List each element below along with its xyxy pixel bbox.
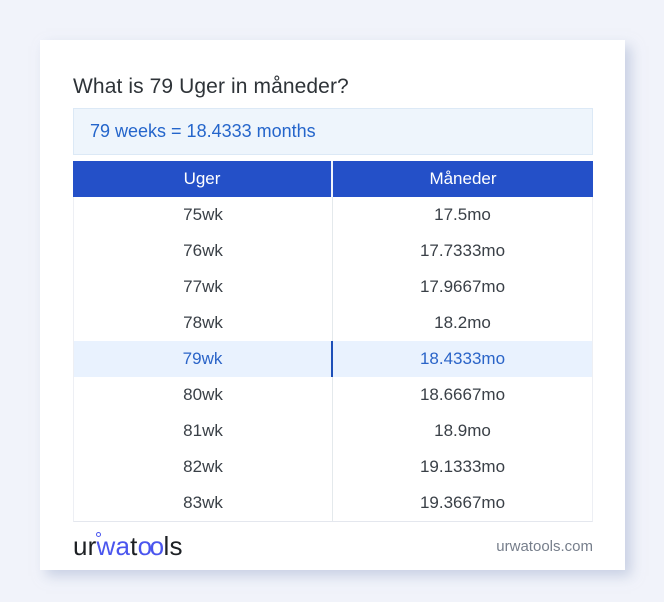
table-body: 75wk 17.5mo 76wk 17.7333mo 77wk 17.9667mo 78wk… [74, 197, 592, 521]
logo-segment-dark: ur [73, 531, 97, 561]
weeks-cell: 77wk [74, 269, 333, 305]
table-row: 82wk 19.1333mo [74, 449, 592, 485]
column-header-maaneder: Måneder [429, 169, 497, 188]
table-row-selected: 79wk 18.4333mo [74, 341, 592, 377]
table-row: 83wk 19.3667mo [74, 485, 592, 521]
logo-segment-dark: t [130, 531, 138, 561]
logo-glasses-icon: oo [137, 531, 164, 561]
site-domain: urwatools.com [496, 537, 593, 555]
table-header-row: Uger Måneder [73, 161, 593, 197]
weeks-cell: 76wk [74, 233, 333, 269]
weeks-cell: 78wk [74, 305, 333, 341]
months-cell: 18.4333mo [419, 349, 506, 368]
conversion-table: Uger Måneder 75wk 17.5mo 76wk 17.7333mo 77wk… [73, 161, 593, 522]
weeks-cell: 83wk [74, 485, 333, 521]
months-cell: 18.2mo [434, 313, 491, 332]
table-row: 76wk 17.7333mo [74, 233, 592, 269]
answer-box: 79 weeks = 18.4333 months [73, 108, 593, 155]
converter-card: What is 79 Uger in måneder? 79 weeks = 1… [40, 40, 625, 570]
logo-ring-icon [96, 532, 101, 537]
table-row: 77wk 17.9667mo [74, 269, 592, 305]
card-footer: urwatools urwatools.com [73, 522, 593, 570]
table-row: 75wk 17.5mo [74, 197, 592, 233]
answer-text: 79 weeks = 18.4333 months [90, 121, 316, 141]
urwatools-logo[interactable]: urwatools [73, 531, 183, 561]
months-cell: 18.6667mo [419, 385, 506, 404]
weeks-cell: 75wk [74, 197, 333, 233]
weeks-cell: 81wk [74, 413, 333, 449]
months-cell: 18.9mo [434, 421, 491, 440]
column-header-uger: Uger [73, 161, 333, 197]
page-title: What is 79 Uger in måneder? [73, 75, 349, 98]
months-cell: 19.3667mo [419, 493, 506, 512]
logo-segment-blue: wa [96, 531, 131, 561]
weeks-cell: 79wk [74, 341, 333, 377]
months-cell: 17.7333mo [419, 241, 506, 260]
weeks-cell: 80wk [74, 377, 333, 413]
months-cell: 19.1333mo [419, 457, 506, 476]
weeks-cell: 82wk [74, 449, 333, 485]
table-row: 80wk 18.6667mo [74, 377, 592, 413]
logo-segment-dark: ls [163, 531, 183, 561]
months-cell: 17.9667mo [419, 277, 506, 296]
months-cell: 17.5mo [434, 205, 491, 224]
table-row: 81wk 18.9mo [74, 413, 592, 449]
card-content: What is 79 Uger in måneder? 79 weeks = 1… [40, 40, 625, 570]
table-row: 78wk 18.2mo [74, 305, 592, 341]
